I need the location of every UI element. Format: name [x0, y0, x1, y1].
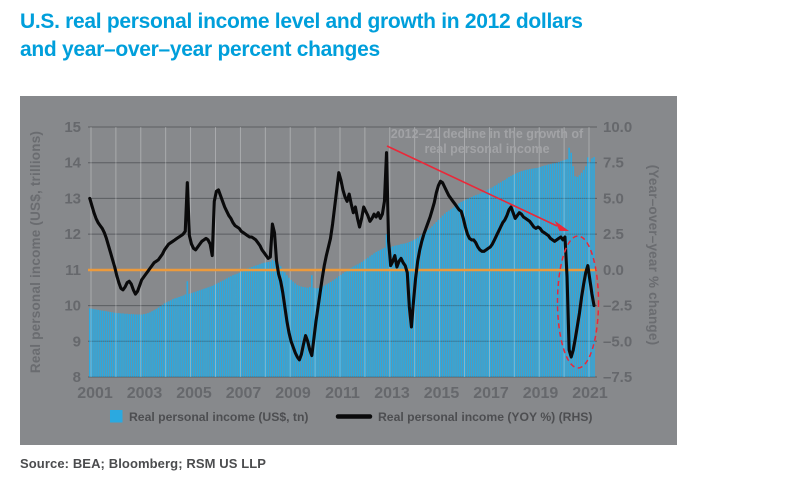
left-axis-tick: 14: [64, 155, 81, 172]
x-axis-tick: 2017: [473, 385, 509, 402]
annotation-text-line2: real personal income: [424, 142, 549, 156]
yoy-line-series: [88, 151, 596, 362]
right-axis-title: (Year–over–year % change): [646, 165, 661, 346]
left-axis-tick: 13: [64, 190, 81, 207]
legend-label-bars: Real personal income (US$, tn): [129, 410, 308, 424]
legend-label-yoy: Real personal income (YOY %) (RHS): [378, 410, 592, 424]
right-axis-tick: 5.0: [603, 190, 624, 207]
legend: Real personal income (US$, tn) Real pers…: [110, 410, 592, 424]
left-axis-title: Real personal income (US$, trillions): [28, 131, 43, 373]
right-axis-tick: 7.5: [603, 155, 624, 172]
trend-arrow-line: [386, 145, 558, 227]
covid-highlight-ellipse: [556, 235, 600, 369]
x-axis-tick: 2001: [77, 385, 113, 402]
x-axis-tick: 2003: [127, 385, 163, 402]
x-axis-tick: 2007: [226, 385, 262, 402]
right-axis-tick: –7.5: [603, 369, 632, 386]
x-axis-tick: 2021: [572, 385, 608, 402]
trend-annotation: 2012–21 decline in the growth of real pe…: [386, 127, 600, 369]
x-axis-tick: 2009: [275, 385, 311, 402]
gridlines-overlay: [88, 126, 597, 378]
left-axis-tick: 10: [64, 298, 81, 315]
x-axis-tick: 2013: [374, 385, 410, 402]
trend-arrow-head: [554, 220, 569, 231]
source-note: Source: BEA; Bloomberg; RSM US LLP: [20, 456, 267, 471]
right-axis-tick: 0.0: [603, 262, 624, 279]
x-axis-tick: 2005: [176, 385, 212, 402]
axis-tick-labels: 8 9 10 11 12 13 14 15 10.0 7.5 5.0 2.5 0.0 –2.5 –5.0 –7…: [64, 119, 632, 402]
x-axis-tick: 2011: [325, 385, 360, 402]
right-axis-tick: –2.5: [603, 298, 632, 315]
chart-title-line1: U.S. real personal income level and grow…: [20, 10, 583, 33]
yoy-line: [88, 151, 596, 362]
left-axis-tick: 15: [64, 119, 81, 136]
right-axis-tick: –5.0: [603, 333, 632, 350]
chart-title: U.S. real personal income level and grow…: [20, 8, 780, 64]
left-axis-tick: 8: [73, 369, 81, 386]
year-gridlines: [90, 127, 590, 377]
left-axis-tick: 9: [73, 333, 81, 350]
left-axis-tick: 11: [65, 262, 81, 279]
x-axis-tick: 2019: [523, 385, 559, 402]
legend-swatch-bars: [110, 410, 123, 423]
annotation-text-line1: 2012–21 decline in the growth of: [391, 127, 584, 141]
right-axis-tick: 2.5: [603, 226, 624, 243]
x-axis-tick: 2015: [424, 385, 460, 402]
left-axis-tick: 12: [64, 226, 81, 243]
right-axis-tick: 10.0: [603, 119, 632, 136]
chart-title-line2: and year–over–year percent changes: [20, 38, 380, 61]
